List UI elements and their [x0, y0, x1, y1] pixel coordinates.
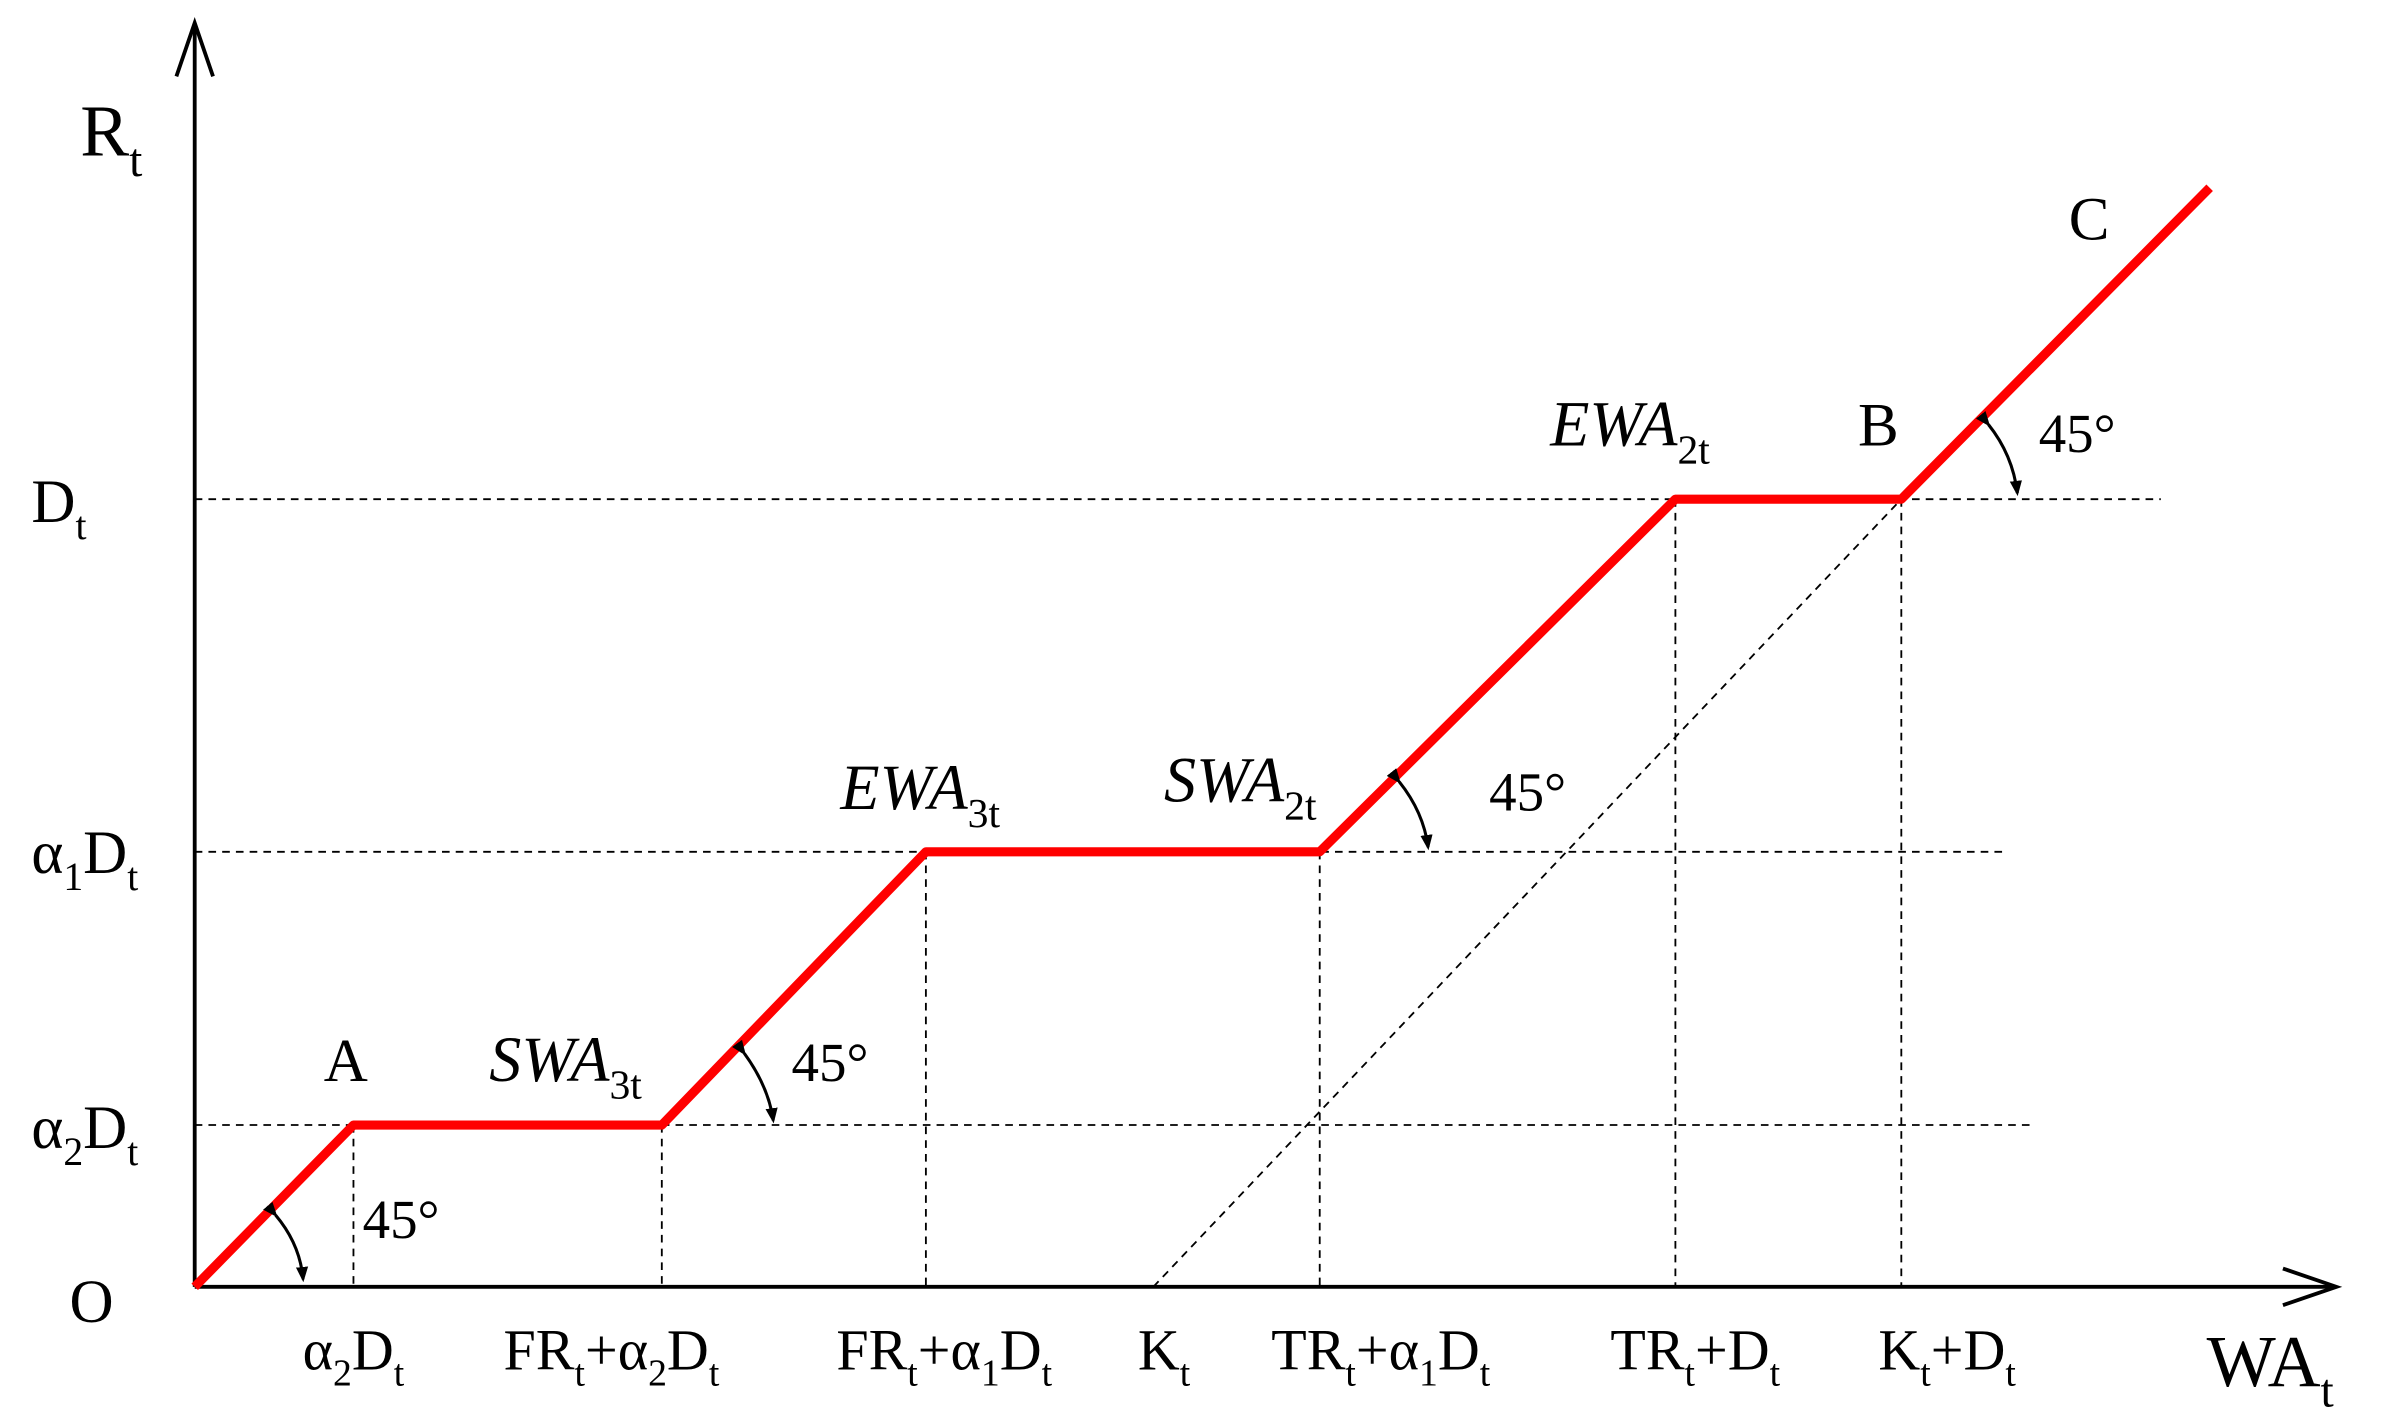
- label-part: FR: [504, 1317, 575, 1382]
- angle-label: 45°: [1489, 762, 1566, 823]
- angle-arrows: [263, 411, 2022, 1283]
- segment-label: EWA2t: [1549, 389, 1710, 474]
- subscript: t: [127, 1130, 138, 1174]
- point-label: A: [324, 1028, 368, 1095]
- subscript: t: [1042, 1353, 1053, 1395]
- label-part: D: [667, 1317, 709, 1382]
- label-part: K: [1138, 1317, 1180, 1382]
- subscript: t: [575, 1353, 586, 1395]
- subscript: t: [1180, 1353, 1191, 1395]
- guides: [194, 498, 2161, 1288]
- label-part: α: [31, 820, 63, 887]
- label-part: SWA: [1164, 744, 1285, 815]
- label-part: FR: [836, 1317, 907, 1382]
- label-part: TR: [1610, 1317, 1684, 1382]
- curve: [191, 184, 2213, 1291]
- subscript: t: [1920, 1353, 1931, 1395]
- subscript: t: [2005, 1353, 2016, 1395]
- x-tick-label: FRt+α1Dt: [836, 1317, 1052, 1394]
- label-part: D: [83, 820, 127, 887]
- subscript: t: [127, 855, 138, 899]
- point-label: B: [1858, 393, 1899, 460]
- subscript: t: [1770, 1353, 1781, 1395]
- subscript: t: [1345, 1353, 1356, 1395]
- label-part: SWA: [489, 1024, 610, 1095]
- subscript: 2t: [1284, 783, 1317, 829]
- y-axis-label: Rt: [80, 91, 142, 188]
- label-part: D: [83, 1095, 127, 1162]
- y-tick-label: Dt: [31, 469, 86, 548]
- label-part: 45°: [1489, 762, 1566, 823]
- label-part: 45°: [363, 1189, 440, 1250]
- point-label: C: [2069, 187, 2110, 254]
- label-part: EWA: [1549, 389, 1678, 460]
- angle-label: 45°: [363, 1189, 440, 1250]
- label-part: A: [324, 1028, 368, 1095]
- label-part: 45°: [792, 1032, 869, 1093]
- subscript: 1: [981, 1353, 1000, 1395]
- subscript: 3t: [609, 1063, 642, 1109]
- x-tick-label: α2Dt: [303, 1317, 405, 1394]
- label-part: K: [1878, 1317, 1920, 1382]
- label-part: +D: [1931, 1317, 2006, 1382]
- y-tick-label: α2Dt: [31, 1095, 138, 1174]
- angle-label: 45°: [792, 1032, 869, 1093]
- label-part: TR: [1271, 1317, 1345, 1382]
- label-part: +α: [1356, 1317, 1419, 1382]
- x-tick-label: TRt+α1Dt: [1271, 1317, 1490, 1394]
- label-part: R: [80, 91, 129, 172]
- y-tick-label: α1Dt: [31, 820, 138, 899]
- x-tick-label: Kt: [1138, 1317, 1191, 1394]
- label-part: α: [31, 1095, 63, 1162]
- label-part: O: [70, 1269, 114, 1336]
- x-arrow: [2282, 1266, 2343, 1307]
- subscript: 1: [63, 855, 83, 899]
- subscript: 2t: [1677, 428, 1710, 474]
- label-part: 45°: [2039, 403, 2116, 464]
- subscript: t: [2321, 1366, 2334, 1412]
- label-part: +D: [1695, 1317, 1770, 1382]
- subscript: t: [129, 135, 142, 187]
- label-part: D: [31, 469, 75, 536]
- subscript: t: [75, 504, 86, 548]
- segment-label: SWA2t: [1164, 744, 1317, 829]
- y-arrow: [174, 17, 215, 77]
- subscript: 2: [63, 1130, 83, 1174]
- subscript: 2: [648, 1353, 667, 1395]
- subscript: t: [907, 1353, 918, 1395]
- subscript: 1: [1419, 1353, 1438, 1395]
- label-part: B: [1858, 393, 1899, 460]
- segment-label: EWA3t: [839, 752, 1000, 837]
- label-part: α: [303, 1317, 333, 1382]
- x-tick-label: TRt+Dt: [1610, 1317, 1780, 1394]
- label-part: WA: [2207, 1321, 2321, 1402]
- label-part: +α: [918, 1317, 981, 1382]
- angle-label: 45°: [2039, 403, 2116, 464]
- origin-label: O: [70, 1269, 114, 1336]
- subscript: t: [1685, 1353, 1696, 1395]
- label-part: C: [2069, 187, 2110, 254]
- label-part: D: [352, 1317, 394, 1382]
- x-tick-label: Kt+Dt: [1878, 1317, 2016, 1394]
- x-axis-label: WAt: [2207, 1321, 2334, 1412]
- subscript: 2: [333, 1353, 352, 1395]
- x-tick-label: FRt+α2Dt: [504, 1317, 720, 1394]
- subscript: t: [394, 1353, 405, 1395]
- label-part: D: [1000, 1317, 1042, 1382]
- subscript: t: [1480, 1353, 1491, 1395]
- label-part: +α: [585, 1317, 648, 1382]
- label-part: D: [1438, 1317, 1480, 1382]
- segment-label: SWA3t: [489, 1024, 642, 1109]
- subscript: t: [709, 1353, 720, 1395]
- label-part: EWA: [839, 752, 968, 823]
- subscript: 3t: [968, 791, 1001, 837]
